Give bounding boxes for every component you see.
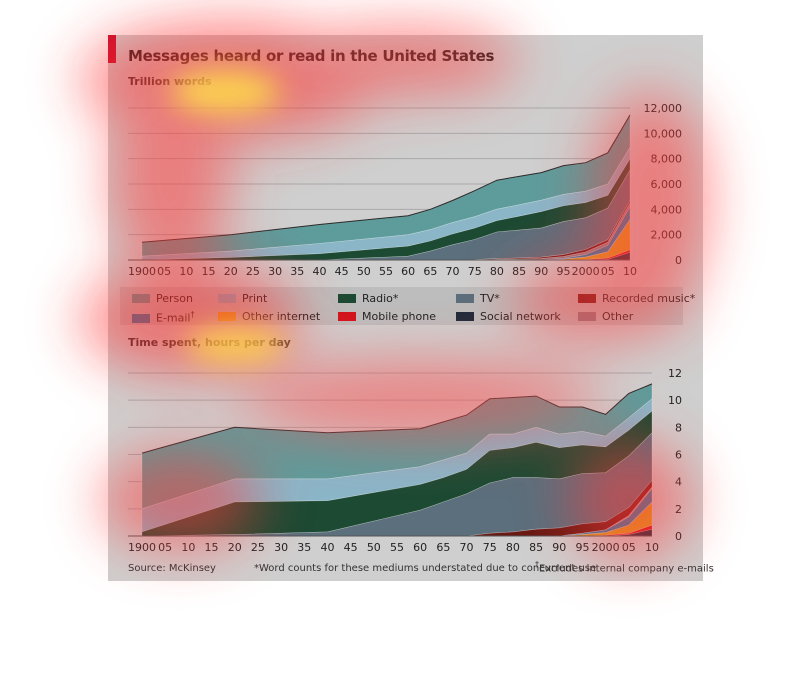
footnote-email: †Excludes internal company e-mails — [535, 560, 714, 574]
legend-label: Recorded music* — [602, 292, 696, 305]
legend-swatch — [218, 294, 236, 303]
legend-label: TV* — [480, 292, 500, 305]
legend-item-e-mail: E-mail† — [132, 310, 195, 325]
legend-swatch — [218, 312, 236, 321]
legend-swatch — [132, 313, 150, 323]
bottom-x-tick-label: 85 — [529, 541, 543, 554]
legend-swatch — [578, 312, 596, 321]
legend-swatch — [578, 294, 596, 303]
top-total-outline — [141, 114, 631, 243]
footnote-concurrent-use: *Word counts for these mediums understat… — [254, 563, 597, 574]
top-x-tick-label: 55 — [379, 265, 393, 278]
legend-item-person: Person — [132, 292, 193, 305]
legend-label: Mobile phone — [362, 310, 437, 323]
legend-label: Print — [242, 292, 268, 305]
legend-label: Other — [602, 310, 634, 323]
bottom-y-tick-label: 12 — [668, 367, 682, 380]
bottom-x-tick-label: 2000 — [592, 541, 620, 554]
legend-item-mobile-phone: Mobile phone — [338, 310, 436, 323]
legend-label: Other internet — [242, 310, 321, 323]
legend-item-tv-: TV* — [456, 292, 500, 305]
legend-item-other-internet: Other internet — [218, 310, 320, 323]
top-x-tick-label: 75 — [468, 265, 482, 278]
legend-swatch — [456, 312, 474, 321]
top-x-tick-label: 45 — [335, 265, 349, 278]
legend-item-radio-: Radio* — [338, 292, 398, 305]
bottom-x-tick-label: 75 — [483, 541, 497, 554]
bottom-x-tick-label: 10 — [181, 541, 195, 554]
bottom-x-tick-label: 40 — [320, 541, 334, 554]
legend-item-other: Other — [578, 310, 633, 323]
legend-label: E-mail — [156, 311, 191, 325]
bottom-y-tick-label: 2 — [675, 503, 682, 516]
legend-label: Social network — [480, 310, 561, 323]
bottom-x-tick-label: 1900 — [128, 541, 156, 554]
legend-swatch — [456, 294, 474, 303]
bottom-x-tick-label: 50 — [367, 541, 381, 554]
bottom-x-tick-label: 90 — [552, 541, 566, 554]
bottom-x-tick-label: 05 — [158, 541, 172, 554]
top-x-tick-label: 65 — [423, 265, 437, 278]
legend-swatch — [338, 294, 356, 303]
bottom-x-tick-label: 70 — [460, 541, 474, 554]
bottom-x-tick-label: 55 — [390, 541, 404, 554]
legend-label: Radio* — [362, 292, 399, 305]
legend-swatch — [132, 294, 150, 303]
bottom-y-tick-label: 0 — [675, 530, 682, 543]
legend-footnote-mark: † — [190, 310, 195, 319]
bottom-x-tick-label: 15 — [205, 541, 219, 554]
bottom-x-tick-label: 95 — [575, 541, 589, 554]
bottom-x-tick-label: 25 — [251, 541, 265, 554]
bottom-x-tick-label: 05 — [622, 541, 636, 554]
bottom-x-tick-label: 10 — [645, 541, 659, 554]
bottom-x-tick-label: 30 — [274, 541, 288, 554]
bottom-x-tick-label: 60 — [413, 541, 427, 554]
footnote-email-text: Excludes internal company e-mails — [539, 563, 714, 575]
legend-item-recorded-music-: Recorded music* — [578, 292, 695, 305]
bottom-x-tick-label: 45 — [344, 541, 358, 554]
source-note: Source: McKinsey — [128, 563, 216, 574]
bottom-x-tick-label: 35 — [297, 541, 311, 554]
bottom-x-tick-label: 20 — [228, 541, 242, 554]
top-x-tick-label: 80 — [490, 265, 504, 278]
bottom-y-tick-label: 10 — [668, 394, 682, 407]
top-x-tick-label: 40 — [312, 265, 326, 278]
top-x-tick-label: 70 — [446, 265, 460, 278]
bottom-y-tick-label: 6 — [675, 449, 682, 462]
legend-label: Person — [156, 292, 193, 305]
legend-swatch — [338, 312, 356, 321]
legend-item-print: Print — [218, 292, 267, 305]
bottom-x-tick-label: 65 — [436, 541, 450, 554]
bottom-y-tick-label: 8 — [675, 421, 682, 434]
top-x-tick-label: 60 — [401, 265, 415, 278]
top-x-tick-label: 50 — [357, 265, 371, 278]
legend-item-social-network: Social network — [456, 310, 561, 323]
bottom-y-tick-label: 4 — [675, 476, 682, 489]
bottom-x-tick-label: 80 — [506, 541, 520, 554]
footnote-dagger: † — [535, 560, 539, 569]
